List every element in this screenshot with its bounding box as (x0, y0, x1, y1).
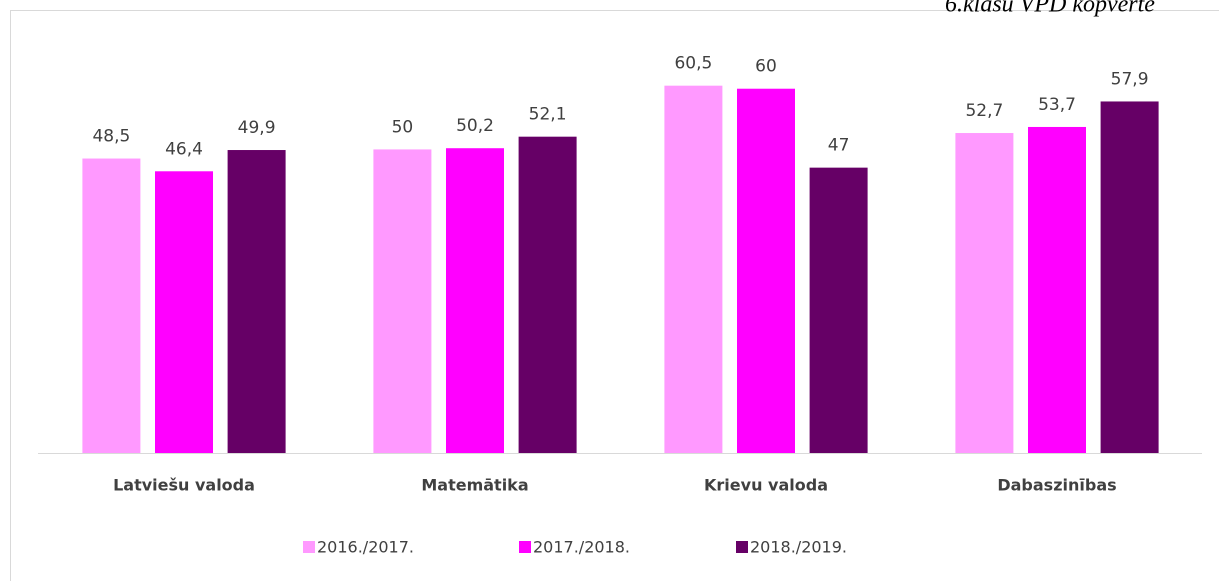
data-label: 60 (755, 57, 777, 77)
bar (1100, 101, 1159, 453)
bar (1028, 126, 1086, 453)
data-label: 47 (828, 136, 850, 156)
chart-title: 6.klašu VPD kopvērtē (945, 0, 1155, 18)
legend-swatch (736, 541, 748, 553)
bar (737, 88, 795, 453)
data-label: 52,1 (529, 105, 567, 125)
x-tick-label: Matemātika (421, 476, 528, 495)
legend-label: 2018./2019. (750, 538, 847, 557)
x-tick-label: Krievu valoda (704, 476, 828, 495)
data-label: 60,5 (674, 54, 712, 74)
bar (955, 133, 1014, 454)
data-label: 57,9 (1111, 69, 1149, 89)
data-label: 50 (392, 117, 414, 137)
legend-swatch (519, 541, 531, 553)
bar (446, 148, 504, 453)
chart-border (10, 10, 1219, 581)
bar (373, 149, 432, 453)
legend-swatch (303, 541, 315, 553)
data-label: 53,7 (1038, 95, 1076, 115)
bar (809, 167, 868, 453)
x-tick-label: Dabaszinības (997, 476, 1116, 495)
data-label: 46,4 (165, 139, 203, 159)
data-label: 49,9 (238, 118, 276, 138)
x-tick-label: Latviešu valoda (113, 476, 255, 495)
legend-label: 2016./2017. (317, 538, 414, 557)
bar (664, 85, 723, 453)
bar (155, 171, 213, 454)
bar (82, 158, 141, 454)
data-label: 52,7 (965, 101, 1003, 121)
bar (227, 150, 286, 454)
data-label: 48,5 (92, 127, 130, 147)
bar (518, 136, 577, 453)
legend-label: 2017./2018. (533, 538, 630, 557)
data-label: 50,2 (456, 116, 494, 136)
